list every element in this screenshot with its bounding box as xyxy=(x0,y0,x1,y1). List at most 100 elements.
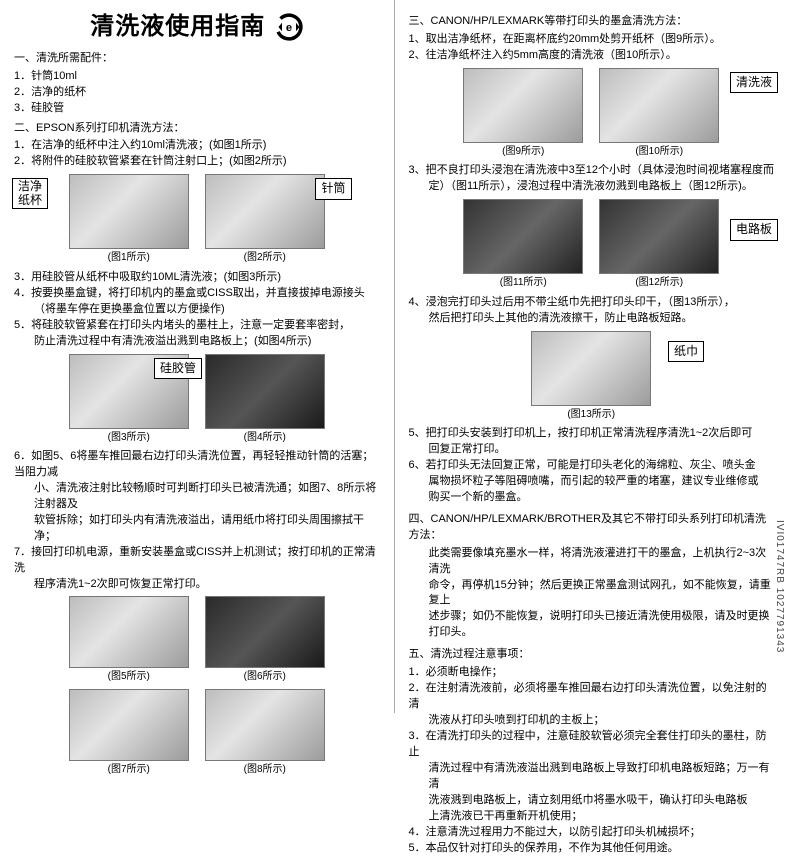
sec1-item: 3．硅胶管 xyxy=(14,101,380,117)
step: 小、清洗液注射比较畅顺时可判断打印头已被清洗通；如图7、8所示将注射器及 xyxy=(34,481,380,513)
sec3-steps-c: 4、浸泡完打印头过后用不带尘纸巾先把打印头印干，（图13所示）， 然后把打印头上… xyxy=(409,295,775,327)
step: 1、取出洁净纸杯，在距离杯底约20mm处剪开纸杯（图9所示）。 xyxy=(409,32,775,48)
fig-row-11-12: 电路板 (图11所示) (图12所示) xyxy=(409,199,775,291)
fig8-cap: (图8所示) xyxy=(244,763,286,778)
step: 属物损坏粒子等阻碍喷嘴，而引起的较严重的堵塞，建议专业维修或 xyxy=(429,474,775,490)
recycle-icon: e xyxy=(275,13,303,41)
fig2-cap: (图2所示) xyxy=(244,251,286,266)
step: 2、往洁净纸杯注入约5mm高度的清洗液（图10所示）。 xyxy=(409,48,775,64)
step: 1．在洁净的纸杯中注入约10ml清洗液；(如图1所示) xyxy=(14,138,380,154)
sec2-steps-b: 3．用硅胶管从纸杯中吸取约10ML清洗液；(如图3所示) 4．按要换墨盒键，将打… xyxy=(14,270,380,350)
fig6: (图6所示) xyxy=(205,596,325,685)
step: 6、若打印头无法回复正常，可能是打印头老化的海绵粒、灰尘、喷头金 xyxy=(409,458,775,474)
callout-liquid: 清洗液 xyxy=(730,72,778,93)
step: 定）（图11所示），浸泡过程中清洗液勿溅到电路板上（图12所示)。 xyxy=(429,179,775,195)
fig2: (图2所示) xyxy=(205,174,325,266)
step: 5．将硅胶软管紧套在打印头内堵头的墨柱上，注意一定要套率密封， xyxy=(14,318,380,334)
fig2-img xyxy=(205,174,325,249)
sec5-items: 1．必须断电操作； 2．在注射清洗液前，必须将墨车推回最右边打印头清洗位置，以免… xyxy=(409,665,775,856)
step: 程序清洗1~2次即可恢复正常打印。 xyxy=(34,577,380,593)
fig7-img xyxy=(69,689,189,761)
step: 6．如图5、6将墨车推回最右边打印头清洗位置，再轻轻推动针筒的活塞；当阻力减 xyxy=(14,449,380,481)
sec3-steps-a: 1、取出洁净纸杯，在距离杯底约20mm处剪开纸杯（图9所示）。 2、往洁净纸杯注… xyxy=(409,32,775,64)
fig-row-13: 纸巾 (图13所示) xyxy=(409,331,775,423)
fig1-img xyxy=(69,174,189,249)
fig4-img xyxy=(205,354,325,429)
item: 洗液溅到电路板上，请立刻用纸巾将墨水吸干，确认打印头电路板 xyxy=(429,793,775,809)
fig7-cap: (图7所示) xyxy=(108,763,150,778)
sec1-item: 1．针筒10ml xyxy=(14,69,380,85)
fig9-cap: (图9所示) xyxy=(502,145,544,160)
sec3-steps-d: 5、把打印头安装到打印机上，按打印机正常清洗程序清洗1~2次后即可 回复正常打印… xyxy=(409,426,775,506)
fig11: (图11所示) xyxy=(463,199,583,291)
item: 洗液从打印头喷到打印机的主板上； xyxy=(429,713,775,729)
step: 软管拆除；如打印头内有清洗液溢出，请用纸巾将打印头周围擦拭干净； xyxy=(34,513,380,545)
callout-cup: 洁净纸杯 xyxy=(12,178,48,208)
step: 4．按要换墨盒键，将打印机内的墨盒或CISS取出，并直接拔掉电源接头 xyxy=(14,286,380,302)
fig13-cap: (图13所示) xyxy=(567,408,615,423)
fig5: (图5所示) xyxy=(69,596,189,685)
item: 清洗过程中有清洗液溢出溅到电路板上导致打印机电路板短路；万一有清 xyxy=(429,761,775,793)
step: 5、把打印头安装到打印机上，按打印机正常清洗程序清洗1~2次后即可 xyxy=(409,426,775,442)
right-column: 三、CANON/HP/LEXMARK等带打印头的墨盒清洗方法： 1、取出洁净纸杯… xyxy=(395,0,788,713)
section-2-head: 二、EPSON系列打印机清洗方法： xyxy=(14,121,380,137)
title-row: 清洗液使用指南 e xyxy=(14,10,380,45)
step: 购买一个新的墨盒。 xyxy=(429,490,775,506)
callout-needle: 针筒 xyxy=(315,178,351,199)
fig-row-7-8: (图7所示) (图8所示) xyxy=(14,689,380,778)
fig-row-5-6: (图5所示) (图6所示) xyxy=(14,596,380,685)
sec4-body: 此类需要像填充墨水一样，将清洗液灌进打干的墨盒，上机执行2~3次清洗 命令，再停… xyxy=(429,546,775,642)
svg-text:e: e xyxy=(286,23,292,35)
callout-tube: 硅胶管 xyxy=(154,358,202,379)
callout-board: 电路板 xyxy=(730,219,778,240)
fig8: (图8所示) xyxy=(205,689,325,778)
item: 4．注意清洗过程用力不能过大，以防引起打印头机械损坏； xyxy=(409,825,775,841)
sec3-steps-b: 3、把不良打印头浸泡在清洗液中3至12个小时（具体浸泡时间视堵塞程度而 定）（图… xyxy=(409,163,775,195)
fig1: (图1所示) xyxy=(69,174,189,266)
item: 1．必须断电操作； xyxy=(409,665,775,681)
step: （将墨车停在更换墨盒位置以方便操作) xyxy=(34,302,380,318)
section-4-head: 四、CANON/HP/LEXMARK/BROTHER及其它不带打印头系列打印机清… xyxy=(409,512,775,544)
fig5-img xyxy=(69,596,189,668)
item: 上清洗液已干再重新开机使用； xyxy=(429,809,775,825)
fig9: (图9所示) xyxy=(463,68,583,160)
fig6-cap: (图6所示) xyxy=(244,670,286,685)
fig12-img xyxy=(599,199,719,274)
fig6-img xyxy=(205,596,325,668)
fig10-cap: (图10所示) xyxy=(635,145,683,160)
fig12-cap: (图12所示) xyxy=(635,276,683,291)
sec2-steps-a: 1．在洁净的纸杯中注入约10ml清洗液；(如图1所示) 2．将附件的硅胶软管紧套… xyxy=(14,138,380,170)
fig-row-1-2: 洁净纸杯 针筒 (图1所示) (图2所示) xyxy=(14,174,380,266)
fig1-cap: (图1所示) xyxy=(108,251,150,266)
fig10-img xyxy=(599,68,719,143)
fig11-img xyxy=(463,199,583,274)
side-code: IVI01747RB 1027791343 xyxy=(772,520,787,653)
fig7: (图7所示) xyxy=(69,689,189,778)
line: 此类需要像填充墨水一样，将清洗液灌进打干的墨盒，上机执行2~3次清洗 xyxy=(429,546,775,578)
fig12: (图12所示) xyxy=(599,199,719,291)
sec2-steps-c: 6．如图5、6将墨车推回最右边打印头清洗位置，再轻轻推动针筒的活塞；当阻力减 小… xyxy=(14,449,380,592)
step: 3、把不良打印头浸泡在清洗液中3至12个小时（具体浸泡时间视堵塞程度而 xyxy=(409,163,775,179)
step: 然后把打印头上其他的清洗液擦干，防止电路板短路。 xyxy=(429,311,775,327)
item: 5．本品仅针对打印头的保养用，不作为其他任何用途。 xyxy=(409,841,775,856)
section-1-items: 1．针筒10ml 2．洁净的纸杯 3．硅胶管 xyxy=(14,69,380,117)
fig4: (图4所示) xyxy=(205,354,325,446)
line: 命令，再停机15分钟；然后更换正常墨盒测试网孔，如不能恢复，请重复上 xyxy=(429,578,775,610)
section-3-head: 三、CANON/HP/LEXMARK等带打印头的墨盒清洗方法： xyxy=(409,14,775,30)
line: 述步骤；如仍不能恢复，说明打印头已接近清洗使用极限，请及时更换打印头。 xyxy=(429,609,775,641)
step: 3．用硅胶管从纸杯中吸取约10ML清洗液；(如图3所示) xyxy=(14,270,380,286)
item: 3．在清洗打印头的过程中，注意硅胶软管必须完全套住打印头的墨柱，防止 xyxy=(409,729,775,761)
fig9-img xyxy=(463,68,583,143)
page-title: 清洗液使用指南 xyxy=(90,10,265,45)
fig5-cap: (图5所示) xyxy=(108,670,150,685)
fig11-cap: (图11所示) xyxy=(500,276,547,291)
callout-paper: 纸巾 xyxy=(668,341,704,362)
step: 2．将附件的硅胶软管紧套在针筒注射口上；(如图2所示) xyxy=(14,154,380,170)
section-5-head: 五、清洗过程注意事项： xyxy=(409,647,775,663)
step: 防止清洗过程中有清洗液溢出溅到电路板上；(如图4所示) xyxy=(34,334,380,350)
fig13: (图13所示) xyxy=(531,331,651,423)
fig10: (图10所示) xyxy=(599,68,719,160)
section-1-head: 一、清洗所需配件： xyxy=(14,51,380,67)
fig8-img xyxy=(205,689,325,761)
step: 回复正常打印。 xyxy=(429,442,775,458)
